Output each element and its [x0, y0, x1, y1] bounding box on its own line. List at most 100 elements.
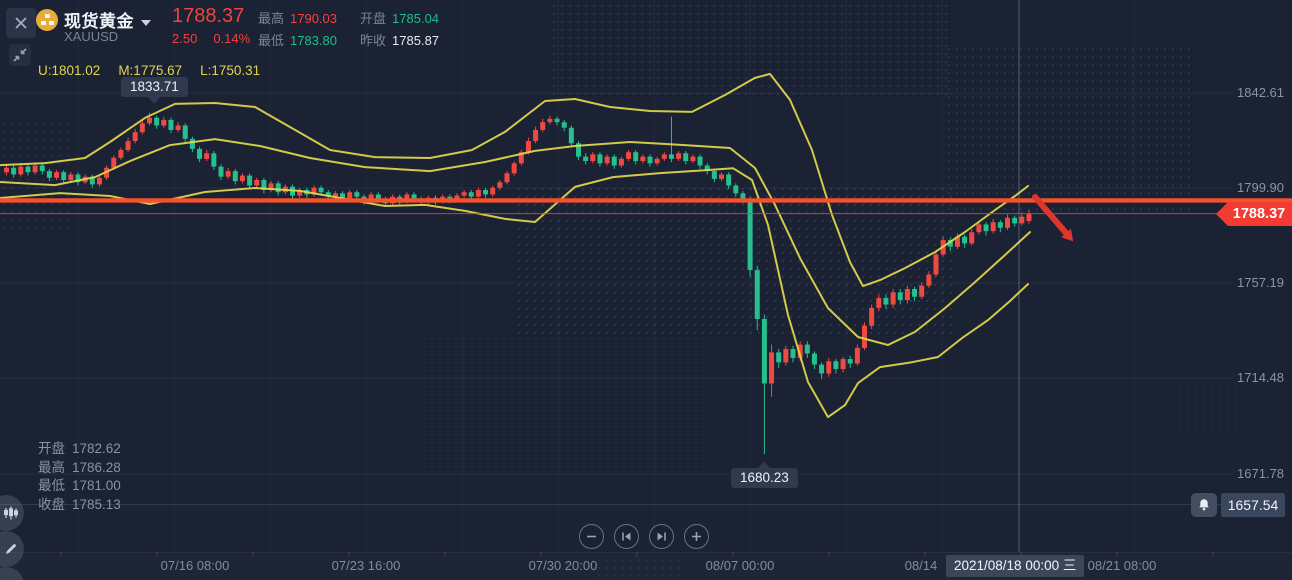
- candle-body: [454, 195, 460, 201]
- candle-body: [61, 172, 67, 180]
- candle-body: [912, 288, 918, 297]
- candle-body: [161, 119, 167, 126]
- candle-body: [96, 177, 102, 185]
- candle-body: [611, 156, 617, 166]
- candle-body: [761, 319, 767, 384]
- candle-body: [268, 183, 274, 191]
- candle-body: [790, 349, 796, 358]
- close-button[interactable]: [6, 8, 36, 38]
- candle-body: [197, 148, 203, 159]
- candle-body: [690, 156, 696, 162]
- price-change-row: 2.50 0.14%: [172, 31, 266, 46]
- candle-body: [740, 193, 746, 201]
- bollinger-lower-band: [0, 167, 1029, 419]
- minus-icon: [587, 535, 596, 538]
- candle-body: [883, 297, 889, 305]
- collapse-button[interactable]: [9, 44, 31, 66]
- candle-body: [626, 152, 632, 159]
- collapse-arrows-icon: [13, 48, 27, 62]
- alert-bell-button[interactable]: [1191, 493, 1217, 517]
- candle-body: [647, 156, 653, 164]
- candle-body: [811, 353, 817, 365]
- candle-body: [533, 129, 539, 142]
- step-forward-button[interactable]: [649, 524, 674, 549]
- arrow-annotation: [1032, 194, 1069, 236]
- symbol-name[interactable]: 现货黄金: [64, 7, 151, 32]
- time-axis-label: 07/23 16:00: [331, 558, 401, 573]
- candle-body: [876, 297, 882, 308]
- price-axis-label: 1714.48: [1237, 370, 1284, 385]
- candle-body: [211, 153, 217, 167]
- candle-body: [683, 153, 689, 162]
- candle-body: [833, 361, 839, 370]
- candle-body: [168, 119, 174, 130]
- candle-body: [676, 153, 682, 159]
- candle-body: [475, 190, 481, 197]
- candle-body: [990, 222, 996, 232]
- candle-body: [247, 175, 253, 186]
- ohlc-row: 最低 1781.00: [38, 478, 121, 493]
- candle-body: [618, 158, 624, 166]
- candle-body: [504, 173, 510, 183]
- candle-body: [547, 118, 553, 123]
- candle-body: [404, 194, 410, 202]
- step-back-button[interactable]: [614, 524, 639, 549]
- candle-body: [890, 292, 896, 305]
- candle-body: [969, 232, 975, 244]
- candle-body: [340, 193, 346, 199]
- price-axis-label: 1842.61: [1237, 85, 1284, 100]
- candle-body: [154, 117, 160, 126]
- candle-body: [747, 200, 753, 271]
- ohlc-row: 开盘 1782.62: [38, 441, 121, 456]
- candle-body: [697, 156, 703, 166]
- bollinger-upper-band: [0, 72, 1029, 288]
- candle-body: [826, 361, 832, 374]
- candle-body: [1012, 217, 1018, 224]
- candle-body: [518, 152, 524, 164]
- bell-icon: [1199, 499, 1209, 511]
- candle-body: [325, 192, 331, 197]
- candle-body: [311, 187, 317, 195]
- stat-value: 1785.87: [392, 33, 440, 48]
- candle-body: [554, 118, 560, 123]
- candle-body: [604, 156, 610, 164]
- drawn-horizontal-line: [0, 198, 1292, 203]
- bollinger-lower-label: L:1750.31: [200, 63, 261, 78]
- candle-body: [468, 192, 474, 197]
- alert-price-label: 1657.54: [1221, 493, 1285, 517]
- candle-body: [254, 179, 260, 186]
- candle-body: [776, 352, 782, 363]
- ohlc-row: 收盘 1785.13: [38, 496, 121, 512]
- candle-body: [983, 224, 989, 232]
- time-axis[interactable]: [0, 552, 1292, 580]
- zoom-out-button[interactable]: [579, 524, 604, 549]
- candle-body: [897, 292, 903, 301]
- candle-body: [976, 224, 982, 233]
- candle-body: [576, 143, 581, 157]
- candle-body: [525, 141, 531, 153]
- candle-body: [769, 352, 775, 384]
- candle-body: [561, 122, 567, 128]
- time-axis-label: 07/30 20:00: [528, 558, 598, 573]
- candle-body: [804, 344, 810, 354]
- candle-body: [232, 171, 238, 182]
- skip-start-icon: [622, 532, 631, 541]
- candle-body: [461, 192, 467, 196]
- candle-body: [368, 194, 374, 202]
- candle-body: [568, 127, 574, 144]
- candle-body: [511, 163, 517, 174]
- candle-body: [218, 166, 224, 177]
- candle-body: [919, 285, 925, 297]
- candle-body: [4, 167, 9, 173]
- candle-body: [32, 165, 38, 173]
- candle-body: [704, 165, 710, 172]
- highlighted-date-label: 2021/08/18 00:00 三: [946, 555, 1085, 577]
- candle-body: [132, 132, 138, 142]
- stat-value: 1785.04: [392, 11, 440, 26]
- candle-body: [654, 158, 660, 164]
- candle-body: [182, 125, 188, 139]
- zoom-in-button[interactable]: [684, 524, 709, 549]
- candle-body: [490, 187, 496, 195]
